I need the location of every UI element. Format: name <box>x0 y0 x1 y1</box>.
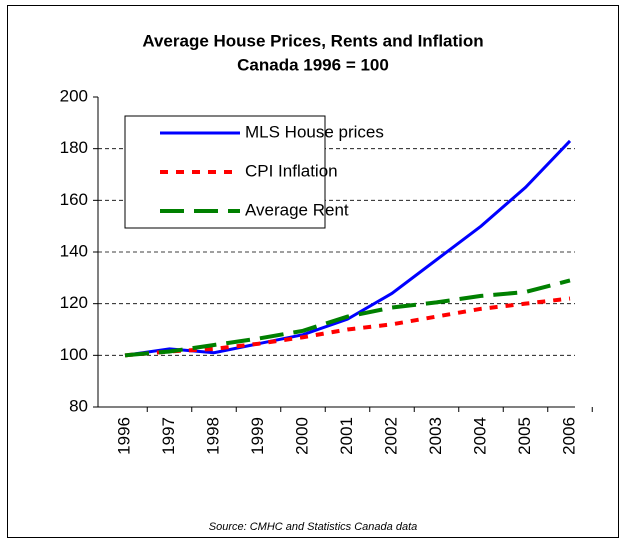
chart-frame <box>7 5 619 538</box>
x-tick-label: 1996 <box>114 417 133 455</box>
legend-label: CPI Inflation <box>245 161 338 180</box>
x-tick-label: 2001 <box>337 417 356 455</box>
x-tick-label: 1999 <box>248 417 267 455</box>
y-tick-label: 80 <box>69 396 88 415</box>
series-line <box>124 278 571 358</box>
x-tick-label: 2000 <box>292 417 311 455</box>
y-tick-label: 100 <box>60 345 88 364</box>
legend-label: MLS House prices <box>245 122 384 141</box>
y-tick-label: 180 <box>60 138 88 157</box>
chart-subtitle: Canada 1996 = 100 <box>237 55 389 74</box>
x-tick-label: 2005 <box>515 417 534 455</box>
chart-title: Average House Prices, Rents and Inflatio… <box>142 31 483 50</box>
x-tick-label: 1998 <box>203 417 222 455</box>
source-note: Source: CMHC and Statistics Canada data <box>209 521 418 533</box>
x-tick-label: 1997 <box>159 417 178 455</box>
series-line <box>124 139 572 357</box>
x-tick-label: 2004 <box>470 417 489 455</box>
legend-label: Average Rent <box>245 200 349 219</box>
y-tick-label: 140 <box>60 241 88 260</box>
series-line <box>124 296 571 358</box>
y-tick-label: 160 <box>60 190 88 209</box>
x-tick-label: 2006 <box>559 417 578 455</box>
y-tick-label: 200 <box>60 86 88 105</box>
x-tick-label: 2003 <box>426 417 445 455</box>
x-tick-label: 2002 <box>381 417 400 455</box>
y-tick-label: 120 <box>60 293 88 312</box>
